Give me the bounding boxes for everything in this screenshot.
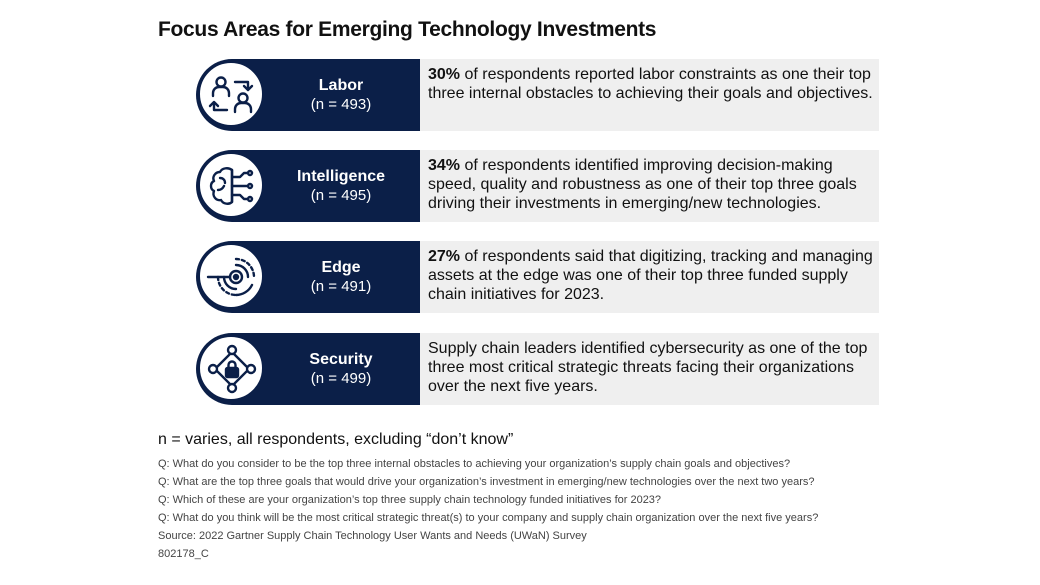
stat-highlight: 34% [428, 157, 461, 174]
brain-circuit-icon [209, 167, 254, 205]
people-exchange-icon [208, 76, 254, 114]
icon-circle [199, 62, 263, 126]
focus-area-name: Intelligence [296, 168, 386, 185]
sample-note: n = varies, all respondents, excluding “… [158, 431, 514, 448]
focus-area-description: Supply chain leaders identified cybersec… [420, 333, 879, 405]
footnote-question-4: Q: What do you think will be the most cr… [158, 512, 819, 524]
focus-area-name: Labor [318, 77, 364, 94]
focus-area-labor: Labor (n = 493) 30% of respondents repor… [196, 59, 879, 131]
stat-highlight: 27% [428, 248, 461, 265]
focus-area-name: Edge [321, 259, 361, 276]
sample-size: (n = 499) [310, 370, 372, 387]
icon-circle [199, 153, 263, 217]
stat-text: of respondents identified improving deci… [428, 157, 857, 212]
focus-area-intelligence: Intelligence (n = 495) 34% of respondent… [196, 150, 879, 222]
focus-area-header: Edge (n = 491) [196, 241, 420, 313]
focus-area-description: 34% of respondents identified improving … [420, 150, 879, 222]
sample-size: (n = 491) [310, 278, 372, 295]
stat-highlight: 30% [428, 66, 461, 83]
network-lock-icon [207, 344, 257, 394]
icon-circle [199, 336, 263, 400]
focus-area-header: Labor (n = 493) [196, 59, 420, 131]
focus-area-edge: Edge (n = 491) 27% of respondents said t… [196, 241, 879, 313]
focus-area-header: Intelligence (n = 495) [196, 150, 420, 222]
stat-text: Supply chain leaders identified cybersec… [428, 340, 868, 395]
footnote-source: Source: 2022 Gartner Supply Chain Techno… [158, 530, 587, 542]
edge-target-icon [206, 257, 256, 297]
sample-size: (n = 495) [310, 187, 372, 204]
footnote-question-2: Q: What are the top three goals that wou… [158, 476, 815, 488]
stat-text: of respondents said that digitizing, tra… [428, 248, 873, 303]
page-title: Focus Areas for Emerging Technology Inve… [158, 18, 657, 41]
sample-size: (n = 493) [310, 96, 372, 113]
stat-text: of respondents reported labor constraint… [428, 66, 873, 102]
focus-area-name: Security [309, 351, 373, 368]
focus-area-description: 27% of respondents said that digitizing,… [420, 241, 879, 313]
footnote-question-1: Q: What do you consider to be the top th… [158, 458, 791, 470]
footnote-id: 802178_C [158, 548, 209, 560]
focus-area-header: Security (n = 499) [196, 333, 420, 405]
footnote-question-3: Q: Which of these are your organization’… [158, 494, 662, 506]
icon-circle [199, 244, 263, 308]
focus-area-description: 30% of respondents reported labor constr… [420, 59, 879, 131]
focus-area-security: Security (n = 499) Supply chain leaders … [196, 333, 879, 405]
